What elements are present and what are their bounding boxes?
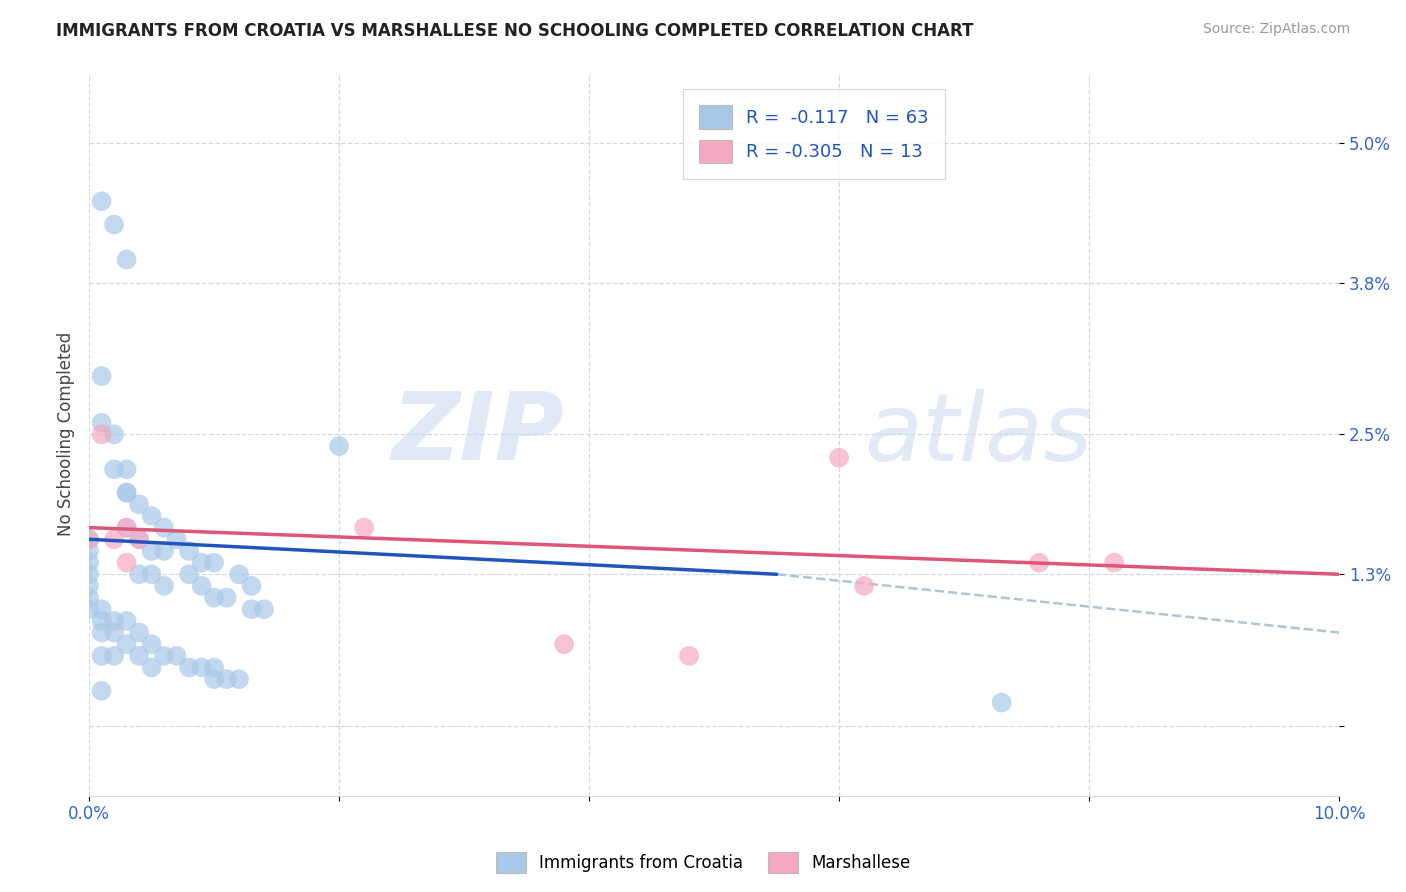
Text: IMMIGRANTS FROM CROATIA VS MARSHALLESE NO SCHOOLING COMPLETED CORRELATION CHART: IMMIGRANTS FROM CROATIA VS MARSHALLESE N… [56, 22, 973, 40]
Point [115, 521, 138, 535]
Point [202, 556, 225, 570]
Point [190, 579, 212, 593]
Point [228, 672, 250, 686]
Point [853, 579, 876, 593]
Point [353, 521, 375, 535]
Point [115, 614, 138, 628]
Point [103, 625, 125, 640]
Point [240, 602, 263, 616]
Point [103, 533, 125, 547]
Point [115, 462, 138, 476]
Point [103, 218, 125, 232]
Point [77, 533, 100, 547]
Point [190, 556, 212, 570]
Point [1028, 556, 1050, 570]
Point [90, 648, 112, 663]
Point [177, 544, 200, 558]
Legend: R =  -0.117   N = 63, R = -0.305   N = 13: R = -0.117 N = 63, R = -0.305 N = 13 [683, 89, 945, 179]
Point [141, 567, 163, 582]
Point [215, 672, 238, 686]
Point [77, 544, 100, 558]
Point [166, 533, 188, 547]
Point [103, 648, 125, 663]
Point [202, 672, 225, 686]
Text: atlas: atlas [865, 389, 1092, 480]
Point [115, 485, 138, 500]
Point [141, 508, 163, 523]
Point [90, 625, 112, 640]
Point [1102, 556, 1125, 570]
Text: ZIP: ZIP [391, 388, 564, 481]
Point [90, 683, 112, 698]
Point [103, 614, 125, 628]
Point [153, 648, 176, 663]
Point [77, 579, 100, 593]
Point [115, 485, 138, 500]
Point [177, 660, 200, 674]
Point [115, 521, 138, 535]
Point [253, 602, 276, 616]
Point [90, 602, 112, 616]
Point [128, 533, 150, 547]
Point [678, 648, 700, 663]
Point [90, 614, 112, 628]
Point [990, 696, 1012, 710]
Point [128, 648, 150, 663]
Text: Source: ZipAtlas.com: Source: ZipAtlas.com [1202, 22, 1350, 37]
Point [90, 369, 112, 384]
Point [77, 567, 100, 582]
Point [153, 521, 176, 535]
Point [202, 591, 225, 605]
Point [77, 533, 100, 547]
Point [328, 439, 350, 453]
Point [128, 497, 150, 511]
Point [141, 660, 163, 674]
Point [115, 252, 138, 267]
Point [153, 579, 176, 593]
Y-axis label: No Schooling Completed: No Schooling Completed [58, 332, 75, 536]
Point [141, 544, 163, 558]
Point [128, 625, 150, 640]
Point [103, 427, 125, 442]
Point [103, 462, 125, 476]
Point [166, 648, 188, 663]
Point [190, 660, 212, 674]
Point [153, 544, 176, 558]
Point [141, 637, 163, 651]
Point [77, 602, 100, 616]
Point [228, 567, 250, 582]
Point [215, 591, 238, 605]
Point [90, 427, 112, 442]
Point [90, 416, 112, 430]
Point [77, 591, 100, 605]
Legend: Immigrants from Croatia, Marshallese: Immigrants from Croatia, Marshallese [489, 846, 917, 880]
Point [128, 567, 150, 582]
Point [177, 567, 200, 582]
Point [553, 637, 575, 651]
Point [240, 579, 263, 593]
Point [90, 194, 112, 209]
Point [115, 637, 138, 651]
Point [202, 660, 225, 674]
Point [115, 556, 138, 570]
Point [828, 450, 851, 465]
Point [77, 556, 100, 570]
Point [128, 533, 150, 547]
